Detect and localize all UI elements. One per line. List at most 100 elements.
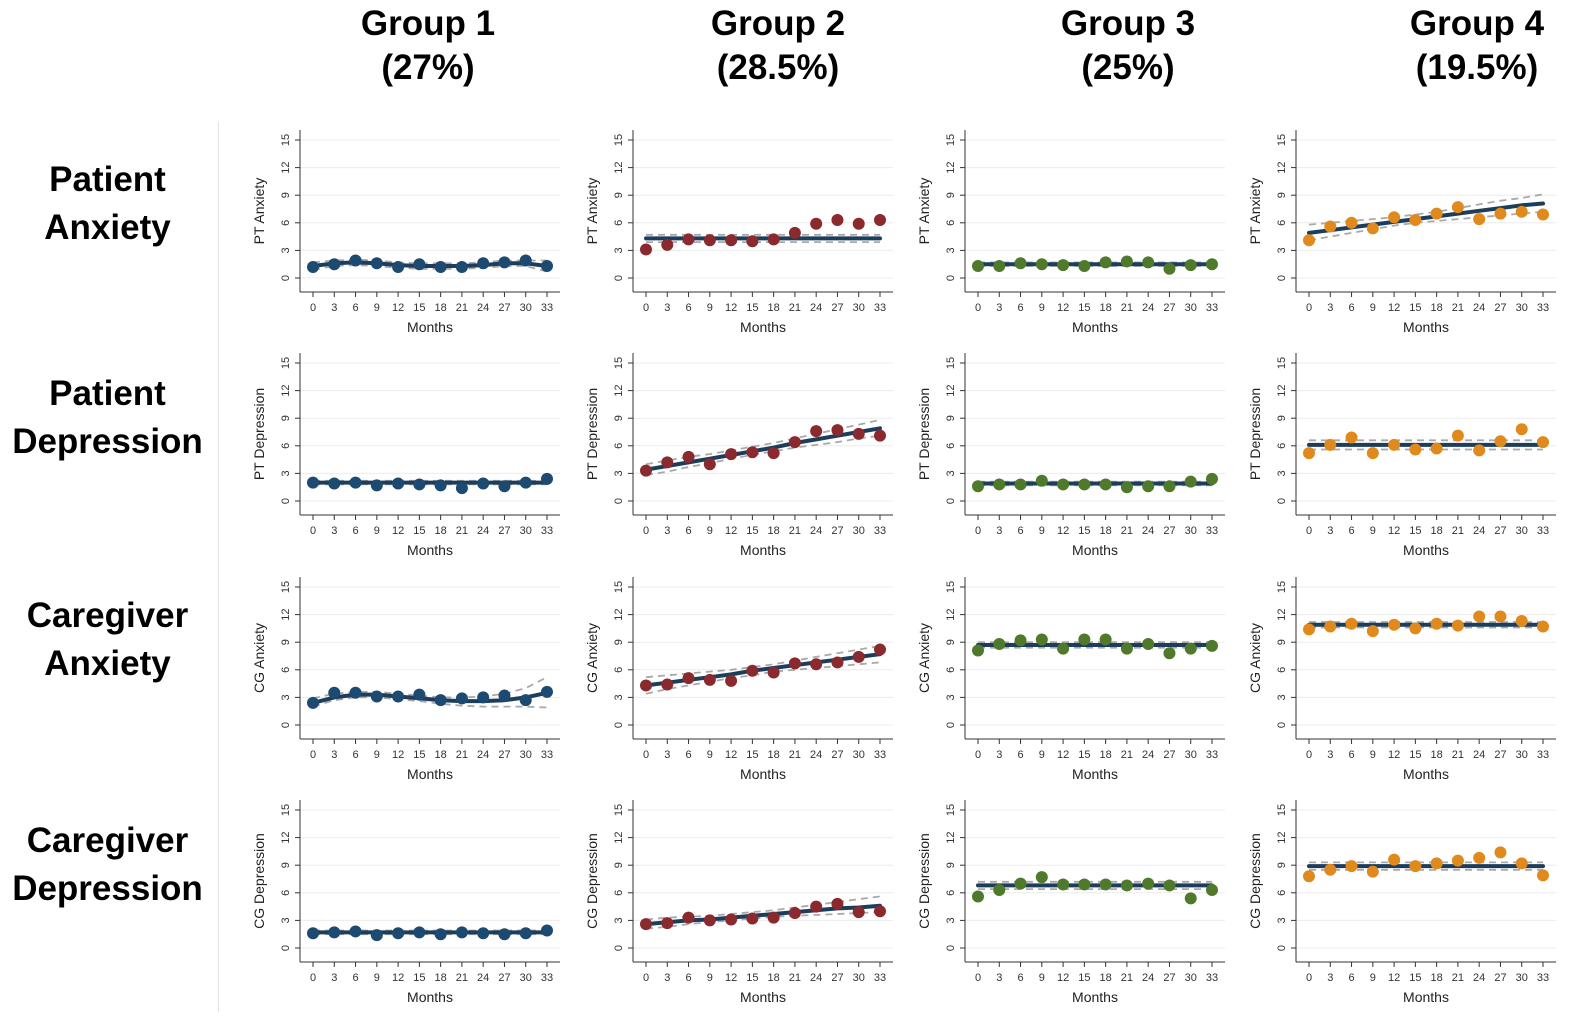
x-axis-label: Months [740,542,786,558]
ci-upper-line [1308,193,1544,226]
x-tick-label: 6 [685,525,691,537]
y-axis-label: PT Depression [251,388,267,480]
row-header-caregiver-depression: Caregiver Depression [0,817,215,913]
panel-r1-c1: 0 3 6 9 12 15 0 3 6 9 12 15 18 21 24 27 30 33 Months PT Dep… [584,353,893,558]
x-tick-label: 12 [392,749,404,761]
ci-lower-line [645,911,881,930]
x-tick-label: 18 [435,749,447,761]
x-tick-label: 9 [1370,749,1376,761]
x-tick-label: 24 [810,972,822,984]
panel-r0-c2: 0 3 6 9 12 15 0 3 6 9 12 15 18 21 24 27 30 33 Months PT Anx… [916,130,1225,335]
data-point [1303,234,1315,247]
group-percent: (19.5%) [1415,48,1539,87]
group-name: Group 1 [360,4,496,43]
row-label-line2: Depression [12,422,203,461]
data-point [413,258,426,271]
data-point [1142,480,1155,493]
data-point [1035,258,1048,271]
y-axis-label: PT Anxiety [251,178,267,245]
ci-lower-line [312,696,548,709]
data-point [477,257,490,270]
x-tick-label: 0 [643,302,649,314]
data-point [1451,429,1464,442]
data-point [1120,481,1133,494]
y-tick-label: 6 [945,220,957,226]
x-axis-label: Months [740,989,786,1005]
x-tick-label: 6 [685,972,691,984]
y-tick-label: 6 [613,220,625,226]
x-tick-label: 0 [310,302,316,314]
data-point [413,926,426,939]
y-tick-label: 6 [1276,443,1288,449]
data-point [1473,610,1486,623]
y-tick-label: 3 [945,470,957,476]
x-tick-label: 24 [477,972,489,984]
data-point [519,927,532,940]
data-point [725,234,738,247]
x-tick-label: 15 [1409,525,1421,537]
x-tick-label: 6 [1348,302,1354,314]
x-tick-label: 27 [498,972,510,984]
x-tick-label: 6 [1017,972,1023,984]
data-point [1473,213,1486,226]
x-tick-label: 33 [1537,749,1549,761]
data-point [1206,884,1218,897]
panel-r1-c0: 0 3 6 9 12 15 0 3 6 9 12 15 18 21 24 27 30 33 Months PT Dep… [251,353,560,558]
data-point [328,926,341,939]
data-point [477,927,490,940]
y-tick-label: 3 [613,470,625,476]
y-tick-label: 0 [945,275,957,281]
x-tick-label: 15 [1078,972,1090,984]
group-2-header: Group 2 (28.5%) [648,2,908,90]
y-axis-label: PT Depression [1247,388,1263,480]
data-point [1078,633,1091,646]
x-tick-label: 30 [1185,972,1197,984]
panel-r3-c2: 0 3 6 9 12 15 0 3 6 9 12 15 18 21 24 27 30 33 Months CG Dep… [916,800,1225,1005]
x-tick-label: 12 [1057,749,1069,761]
data-point [1537,869,1549,882]
y-tick-label: 9 [1276,192,1288,198]
x-tick-label: 12 [1388,525,1400,537]
y-axis-label: CG Anxiety [1247,623,1263,693]
data-point [788,436,801,449]
fitted-trajectory-line [1307,201,1545,235]
data-point [1035,474,1048,487]
y-tick-label: 9 [280,639,292,645]
x-tick-label: 21 [456,749,468,761]
data-point [434,260,447,273]
data-point [1494,435,1507,448]
data-point [1078,878,1091,891]
y-tick-label: 9 [945,639,957,645]
x-tick-label: 18 [1100,302,1112,314]
panel-r2-c1: 0 3 6 9 12 15 0 3 6 9 12 15 18 21 24 27 30 33 Months CG Anx… [584,577,893,782]
x-tick-label: 33 [1537,525,1549,537]
x-tick-label: 24 [1142,972,1154,984]
x-tick-label: 3 [331,972,337,984]
y-tick-label: 3 [613,247,625,253]
row-label-line2: Anxiety [44,644,171,683]
y-tick-label: 15 [613,134,625,146]
data-point [788,657,801,670]
data-point [1184,642,1197,655]
data-point [477,691,490,704]
x-tick-label: 6 [352,525,358,537]
y-tick-label: 3 [945,917,957,923]
x-tick-label: 18 [1431,525,1443,537]
data-point [1324,220,1337,233]
y-tick-label: 9 [280,415,292,421]
data-point [874,643,886,656]
fitted-trajectory-line [644,426,882,472]
data-point [831,656,844,669]
y-tick-label: 6 [945,890,957,896]
x-tick-label: 3 [664,525,670,537]
group-name: Group 3 [1060,4,1196,43]
data-point [1515,423,1528,436]
data-point [349,476,362,489]
data-point [392,927,405,940]
x-tick-label: 27 [498,302,510,314]
x-tick-label: 18 [768,525,780,537]
data-point [1409,214,1422,227]
x-tick-label: 6 [1348,972,1354,984]
x-tick-label: 33 [1537,302,1549,314]
x-tick-label: 27 [498,749,510,761]
